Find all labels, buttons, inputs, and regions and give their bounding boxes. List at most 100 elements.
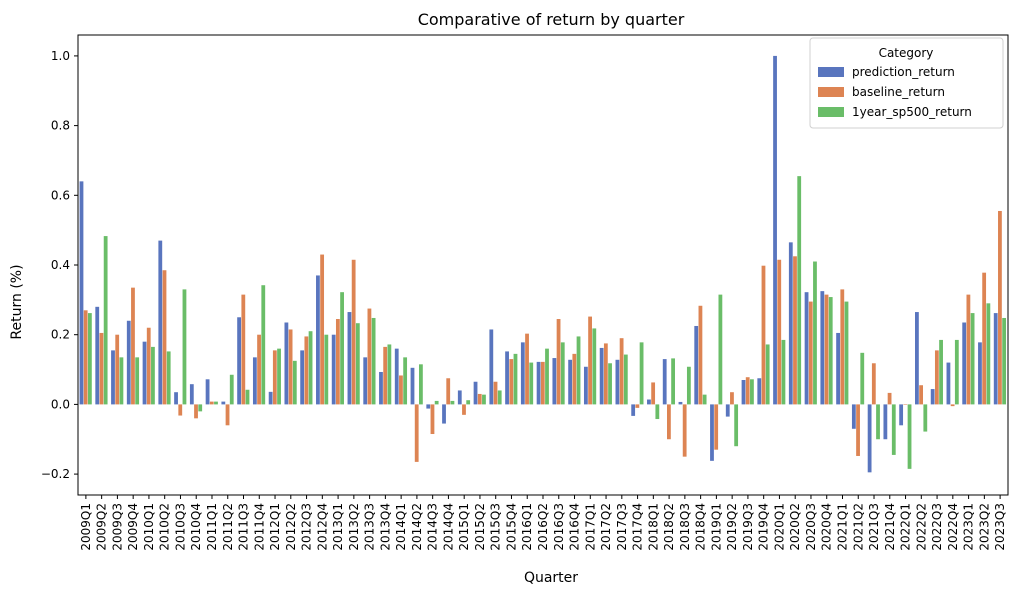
x-tick-label: 2016Q4	[568, 503, 582, 551]
x-tick-label: 2009Q1	[79, 503, 93, 551]
bar-prediction_return-2021Q2	[851, 404, 856, 429]
x-tick-label: 2021Q2	[851, 503, 865, 551]
x-tick-label: 2015Q4	[504, 503, 518, 551]
bar-baseline_return-2010Q2	[162, 270, 167, 405]
bar-prediction_return-2017Q1	[583, 366, 588, 405]
bar-baseline_return-2015Q2	[477, 393, 482, 405]
x-tick-label: 2009Q3	[110, 503, 124, 551]
bar-prediction_return-2014Q2	[410, 367, 415, 405]
bar-prediction_return-2015Q1	[457, 390, 462, 405]
x-tick-label: 2016Q2	[536, 503, 550, 551]
bar-1year_sp500_return-2021Q1	[844, 301, 849, 405]
bar-1year_sp500_return-2009Q3	[119, 357, 124, 405]
x-tick-label: 2019Q1	[709, 503, 723, 551]
x-tick-label: 2013Q2	[347, 503, 361, 551]
bar-baseline_return-2019Q4	[761, 265, 766, 405]
bar-baseline_return-2011Q4	[257, 334, 261, 405]
bar-prediction_return-2016Q1	[520, 342, 525, 405]
x-tick-label: 2022Q2	[914, 503, 928, 551]
bar-baseline_return-2013Q4	[383, 346, 388, 405]
bar-baseline_return-2015Q1	[462, 404, 466, 415]
bar-1year_sp500_return-2023Q2	[986, 303, 991, 405]
x-tick-label: 2017Q1	[583, 503, 597, 551]
bar-prediction_return-2009Q2	[95, 306, 100, 405]
x-tick-label: 2019Q4	[757, 503, 771, 551]
x-tick-label: 2009Q4	[126, 503, 140, 551]
y-tick-label: 0.0	[51, 397, 70, 411]
bar-1year_sp500_return-2015Q3	[497, 390, 502, 405]
bar-baseline_return-2020Q2	[793, 256, 797, 405]
bar-baseline_return-2018Q3	[682, 404, 687, 457]
bar-prediction_return-2011Q4	[252, 357, 257, 405]
bar-1year_sp500_return-2023Q1	[970, 313, 975, 405]
bar-prediction_return-2022Q3	[930, 389, 935, 405]
legend-swatch-baseline_return	[818, 87, 844, 97]
bar-1year_sp500_return-2019Q4	[765, 344, 770, 405]
x-tick-label: 2011Q1	[205, 503, 219, 551]
x-tick-label: 2012Q3	[300, 503, 314, 551]
bar-prediction_return-2021Q3	[867, 404, 872, 473]
bar-baseline_return-2018Q1	[651, 382, 656, 405]
bar-1year_sp500_return-2021Q3	[876, 404, 880, 440]
bar-prediction_return-2020Q2	[788, 242, 793, 405]
bar-1year_sp500_return-2010Q1	[151, 346, 155, 405]
y-tick-label: 0.6	[51, 188, 70, 202]
bar-baseline_return-2022Q1	[903, 404, 908, 405]
x-tick-label: 2016Q3	[552, 503, 566, 551]
bar-prediction_return-2014Q3	[426, 404, 431, 409]
bar-baseline_return-2021Q1	[840, 289, 845, 405]
bar-prediction_return-2012Q4	[316, 275, 320, 405]
bar-baseline_return-2017Q1	[588, 316, 592, 405]
bar-prediction_return-2013Q3	[363, 357, 368, 405]
x-tick-label: 2018Q3	[678, 503, 692, 551]
bar-baseline_return-2013Q3	[367, 308, 372, 405]
bar-1year_sp500_return-2013Q4	[387, 344, 392, 405]
x-tick-label: 2020Q3	[804, 503, 818, 551]
x-tick-label: 2013Q3	[363, 503, 377, 551]
bar-1year_sp500_return-2022Q1	[907, 404, 912, 469]
bar-baseline_return-2010Q4	[194, 404, 198, 419]
x-tick-label: 2015Q3	[489, 503, 503, 551]
legend-title: Category	[879, 46, 934, 60]
bar-prediction_return-2016Q3	[552, 358, 557, 405]
x-tick-label: 2014Q4	[441, 503, 455, 551]
bar-baseline_return-2012Q4	[320, 254, 325, 405]
x-axis-title: Quarter	[524, 570, 578, 586]
bar-prediction_return-2017Q3	[615, 359, 620, 405]
x-tick-label: 2017Q2	[599, 503, 613, 551]
bar-1year_sp500_return-2009Q2	[103, 236, 108, 405]
bar-1year_sp500_return-2022Q3	[939, 339, 943, 405]
bar-1year_sp500_return-2021Q4	[891, 404, 896, 455]
legend-swatch-1year_sp500_return	[818, 107, 844, 117]
bar-1year_sp500_return-2020Q3	[813, 261, 817, 405]
bar-prediction_return-2010Q4	[189, 384, 194, 405]
x-tick-label: 2013Q1	[331, 503, 345, 551]
x-tick-label: 2018Q2	[662, 503, 676, 551]
bar-1year_sp500_return-2015Q1	[466, 400, 471, 405]
bar-1year_sp500_return-2013Q1	[340, 292, 344, 405]
plot-frame	[77, 34, 1009, 496]
x-tick-label: 2020Q1	[772, 503, 786, 551]
bar-1year_sp500_return-2011Q1	[214, 401, 218, 405]
bar-1year_sp500_return-2015Q2	[482, 394, 486, 405]
bar-prediction_return-2023Q2	[978, 342, 982, 405]
x-tick-label: 2023Q1	[962, 503, 976, 551]
y-tick-label: 0.4	[51, 258, 70, 272]
legend-box	[809, 37, 1004, 129]
bar-prediction_return-2019Q2	[725, 404, 730, 417]
bar-prediction_return-2011Q2	[221, 401, 226, 405]
bar-1year_sp500_return-2018Q2	[671, 358, 675, 405]
chart-title: Comparative of return by quarter	[418, 10, 685, 29]
bar-prediction_return-2019Q4	[757, 378, 762, 405]
bar-prediction_return-2015Q4	[505, 351, 509, 405]
bar-1year_sp500_return-2010Q3	[182, 289, 187, 405]
x-tick-label: 2016Q1	[520, 503, 534, 551]
x-tick-label: 2010Q3	[173, 503, 187, 551]
y-axis-ticks: −0.2 0.0 0.2 0.4 0.6 0.8 1.0	[41, 49, 78, 481]
bar-prediction_return-2016Q4	[568, 359, 573, 405]
bar-1year_sp500_return-2017Q1	[592, 328, 597, 405]
bar-baseline_return-2022Q4	[950, 404, 955, 407]
bar-prediction_return-2020Q4	[820, 291, 825, 405]
bar-prediction_return-2009Q4	[126, 320, 131, 405]
x-tick-label: 2022Q4	[946, 503, 960, 551]
